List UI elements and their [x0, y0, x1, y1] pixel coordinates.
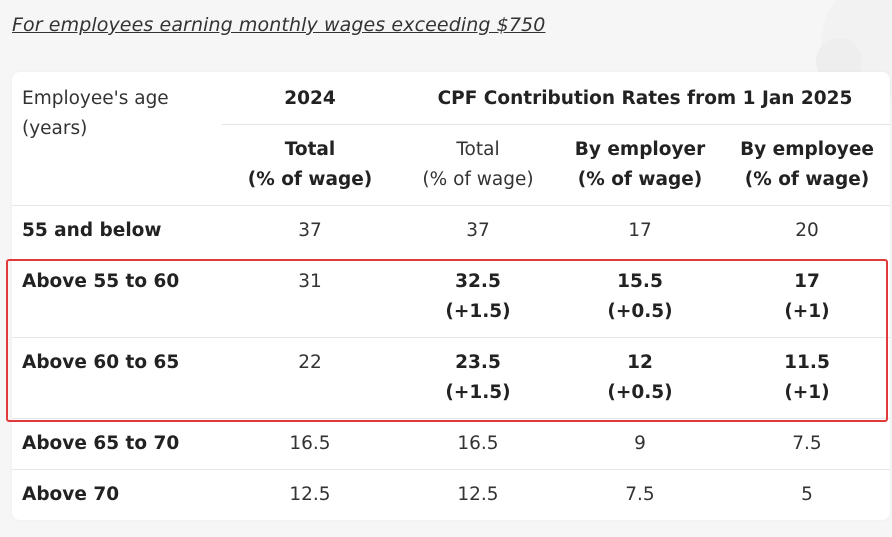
- cell-total-2024: 31: [298, 271, 322, 292]
- row-divider: [12, 418, 890, 419]
- row-divider: [12, 337, 890, 338]
- rates-2025-header: CPF Contribution Rates from 1 Jan 2025: [437, 88, 853, 109]
- row-age: Above 60 to 65: [22, 352, 180, 373]
- cell-total-2024: 37: [298, 220, 322, 241]
- cell-employer: 15.5 (+0.5): [560, 267, 720, 327]
- subheader-line1: Total: [284, 139, 336, 160]
- age-header-line1: Employee's age: [22, 88, 169, 109]
- cell-total-2025: 16.5: [457, 433, 499, 454]
- cell-total-2024: 12.5: [289, 484, 331, 505]
- cell-value: 12: [627, 352, 653, 373]
- cell-change: (+1): [784, 301, 830, 322]
- subheader-line2: (% of wage): [422, 169, 534, 190]
- cell-employee: 11.5 (+1): [727, 348, 887, 408]
- age-header-line2: (years): [22, 118, 88, 139]
- subheader-line2: (% of wage): [247, 169, 373, 190]
- subheader-total-2024: Total (% of wage): [230, 135, 390, 195]
- cell-change: (+0.5): [607, 382, 673, 403]
- cell-change: (+1): [784, 382, 830, 403]
- cell-total-2025: 12.5: [457, 484, 499, 505]
- cell-employee: 17 (+1): [727, 267, 887, 327]
- cell-employer: 12 (+0.5): [560, 348, 720, 408]
- cpf-rates-table: [12, 72, 890, 520]
- row-age: Above 55 to 60: [22, 271, 180, 292]
- row-age: Above 65 to 70: [22, 433, 180, 454]
- cell-total-2025: 32.5 (+1.5): [398, 267, 558, 327]
- cell-value: 23.5: [455, 352, 501, 373]
- cell-change: (+1.5): [445, 301, 511, 322]
- highlight-box: [6, 259, 888, 422]
- cell-employee: 20: [795, 220, 819, 241]
- year-2024-header: 2024: [284, 88, 336, 109]
- cell-change: (+0.5): [607, 301, 673, 322]
- cell-value: 15.5: [617, 271, 663, 292]
- cell-value: 17: [794, 271, 820, 292]
- cell-total-2025: 23.5 (+1.5): [398, 348, 558, 408]
- cell-change: (+1.5): [445, 382, 511, 403]
- table-caption: For employees earning monthly wages exce…: [12, 14, 546, 36]
- subheader-line2: (% of wage): [577, 169, 703, 190]
- subheader-line1: Total: [456, 139, 500, 160]
- subheader-line2: (% of wage): [744, 169, 870, 190]
- header-divider: [222, 124, 890, 125]
- age-column-header: Employee's age (years): [22, 84, 169, 144]
- subheader-employer: By employer (% of wage): [560, 135, 720, 195]
- row-age: Above 70: [22, 484, 120, 505]
- cell-employee: 5: [801, 484, 813, 505]
- row-divider: [12, 205, 890, 206]
- cell-employer: 9: [634, 433, 646, 454]
- cell-employer: 7.5: [625, 484, 655, 505]
- cell-employer: 17: [628, 220, 652, 241]
- cell-total-2024: 22: [298, 352, 322, 373]
- subheader-total-2025: Total (% of wage): [398, 135, 558, 195]
- subheader-line1: By employee: [740, 139, 874, 160]
- cell-value: 32.5: [455, 271, 501, 292]
- row-divider: [12, 469, 890, 470]
- row-age: 55 and below: [22, 220, 162, 241]
- cell-total-2024: 16.5: [289, 433, 331, 454]
- cell-value: 11.5: [784, 352, 830, 373]
- cell-employee: 7.5: [792, 433, 822, 454]
- cell-total-2025: 37: [466, 220, 490, 241]
- subheader-line1: By employer: [574, 139, 706, 160]
- subheader-employee: By employee (% of wage): [727, 135, 887, 195]
